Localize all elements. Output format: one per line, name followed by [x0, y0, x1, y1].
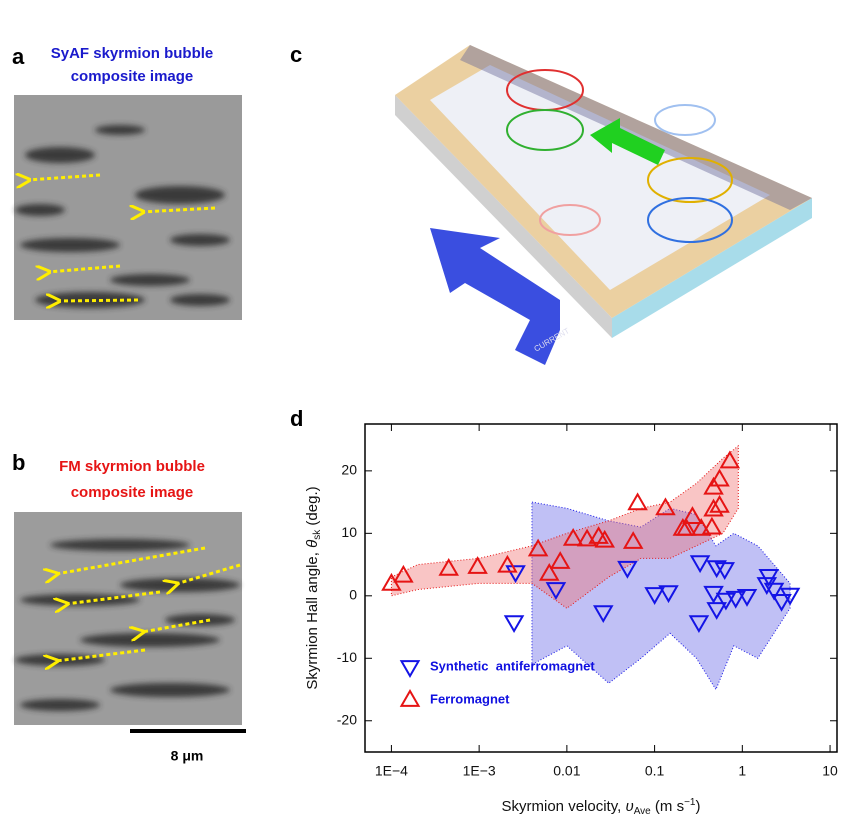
axis-label-part: υ — [625, 798, 633, 815]
legend-label: Ferromagnet — [430, 691, 510, 706]
scale-bar-label: 8 μm — [171, 748, 204, 764]
y-tick-label: 0 — [349, 587, 357, 603]
x-axis-label: Skyrmion velocity, υAve (m s−1) — [502, 797, 701, 817]
panel-label: d — [290, 406, 303, 431]
x-tick-label: 0.01 — [553, 763, 580, 779]
axis-label-part: Ave — [634, 806, 651, 817]
legend-marker — [401, 691, 418, 706]
y-tick-label: 20 — [341, 462, 357, 478]
legend-label: Synthetic antiferromagnet — [430, 658, 595, 673]
device-illustration: CURRENT — [395, 45, 812, 365]
y-axis-label: Skyrmion Hall angle, θsk (deg.) — [304, 486, 323, 689]
data-point — [629, 494, 646, 509]
x-tick-label: 1E−3 — [463, 763, 496, 779]
x-tick-label: 0.1 — [645, 763, 665, 779]
panel-title: composite image — [71, 484, 194, 501]
legend-marker — [401, 661, 418, 676]
panel-label: a — [12, 44, 25, 69]
x-tick-label: 1E−4 — [375, 763, 408, 779]
axis-label-part: −1 — [684, 797, 696, 808]
y-tick-label: -20 — [337, 711, 357, 727]
x-tick-label: 10 — [822, 763, 838, 779]
panel-label: c — [290, 42, 302, 67]
data-point — [505, 616, 522, 631]
axis-label-part: θ — [304, 540, 321, 548]
x-tick-label: 1 — [738, 763, 746, 779]
microscopy-image — [14, 95, 242, 320]
panel-title: composite image — [71, 68, 194, 85]
axis-label-part: Skyrmion Hall angle, — [304, 548, 321, 690]
microscopy-image — [14, 512, 242, 725]
axis-label-part: Skyrmion velocity, — [502, 798, 626, 815]
panel-title: SyAF skyrmion bubble — [51, 45, 214, 62]
axis-label-part: (deg.) — [304, 486, 321, 529]
panel-title: FM skyrmion bubble — [59, 458, 205, 475]
axis-label-part: (m s — [651, 798, 684, 815]
axis-label-part: ) — [695, 798, 700, 815]
panel-label: b — [12, 450, 25, 475]
figure: a SyAF skyrmion bubble composite image b… — [0, 0, 846, 827]
y-tick-label: -10 — [337, 649, 357, 665]
y-tick-label: 10 — [341, 524, 357, 540]
plot: 1E−4 1E−3 0.01 0.1 1 10 -20 -10 0 10 20 Synthetic a… — [304, 424, 838, 817]
